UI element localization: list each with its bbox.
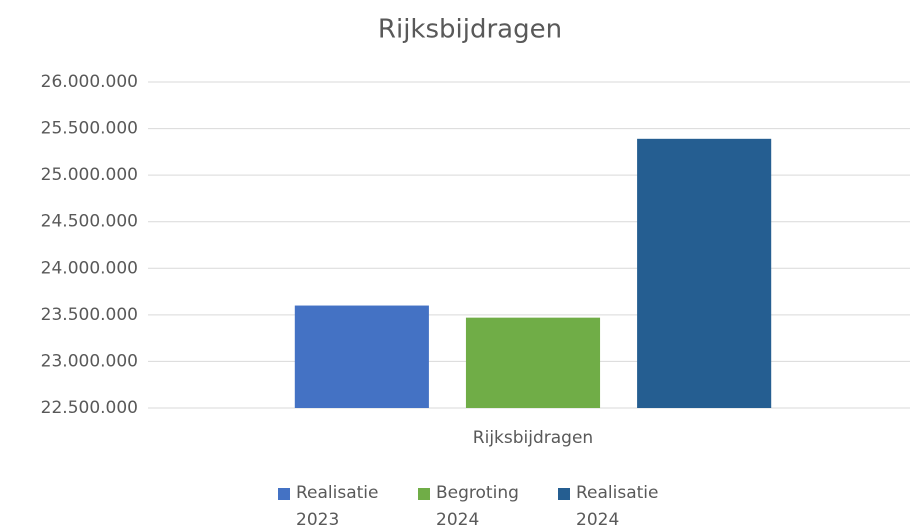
y-tick-label: 26.000.000 <box>41 72 138 92</box>
legend-swatch <box>558 488 570 500</box>
y-tick-label: 24.500.000 <box>41 212 138 232</box>
y-tick-label: 24.000.000 <box>41 258 138 278</box>
chart: Rijksbijdragen 22.500.000 23.000.000 23.50… <box>41 15 910 448</box>
y-tick-label: 22.500.000 <box>41 398 138 418</box>
bar <box>465 317 601 408</box>
y-tick-label: 25.000.000 <box>41 165 138 185</box>
legend-swatch <box>418 488 430 500</box>
legend: Realisatie 2023 Begroting 2024 Realisatie … <box>0 480 912 531</box>
y-tick-label: 23.000.000 <box>41 351 138 371</box>
legend-item: Begroting 2024 <box>418 480 536 531</box>
bar <box>294 305 429 408</box>
bar <box>637 138 772 408</box>
y-tick-label: 25.500.000 <box>41 119 138 139</box>
legend-item: Realisatie 2024 <box>558 480 676 531</box>
y-tick-label: 23.500.000 <box>41 305 138 325</box>
legend-item: Realisatie 2023 <box>278 480 396 531</box>
legend-label: Realisatie 2023 <box>296 483 379 530</box>
legend-label: Begroting 2024 <box>436 483 519 530</box>
legend-label: Realisatie 2024 <box>576 483 659 530</box>
legend-swatch <box>278 488 290 500</box>
chart-title: Rijksbijdragen <box>378 15 562 45</box>
x-tick-label: Rijksbijdragen <box>473 428 593 448</box>
